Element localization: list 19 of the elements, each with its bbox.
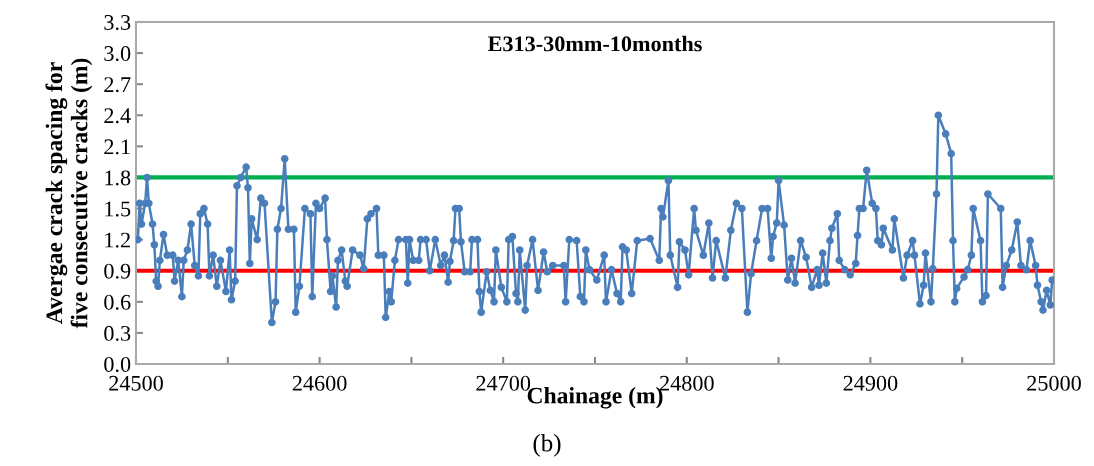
x-tick-label: 24600 (292, 375, 347, 391)
y-tick-label: 0.9 (104, 263, 131, 279)
y-tick-label: 2.1 (104, 139, 130, 155)
y-tick-label: 0.3 (104, 325, 131, 341)
y-tick-label: 2.7 (104, 77, 131, 93)
y-tick-label: 0.6 (104, 294, 131, 310)
y-tick-label: 1.5 (105, 201, 131, 217)
y-tick-label: 1.2 (105, 232, 130, 248)
y-tick-label: 0.0 (104, 356, 131, 373)
y-tick-label: 1.8 (105, 170, 131, 186)
y-axis-title: Avergae crack spacing for five consecutive cracks (m) (45, 58, 93, 329)
y-tick-label: 3.3 (104, 14, 131, 31)
text: (b) (533, 434, 561, 457)
y-tick-label: 2.4 (104, 108, 131, 124)
x-tick-label: 25000 (1027, 375, 1081, 391)
x-tick-label: 24500 (109, 375, 163, 391)
chart-title: E313-30mm-10months (487, 35, 702, 52)
y-tick-label: 3.0 (104, 46, 131, 62)
x-tick-label: 24900 (843, 375, 898, 391)
